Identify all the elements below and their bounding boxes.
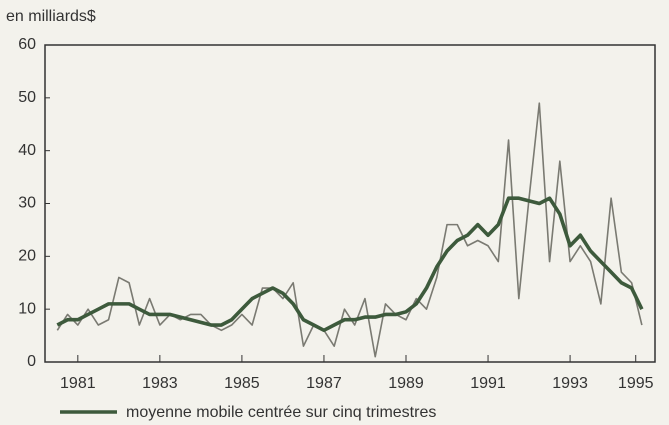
x-tick-label: 1987	[306, 375, 342, 392]
x-tick-label: 1989	[388, 375, 424, 392]
x-tick-label: 1991	[470, 375, 506, 392]
y-axis-label: en milliards$	[6, 8, 96, 25]
y-tick-label: 50	[18, 89, 36, 106]
y-tick-label: 20	[18, 248, 36, 265]
x-tick-label: 1985	[224, 375, 260, 392]
x-tick-label: 1981	[60, 375, 96, 392]
line-series	[56, 196, 644, 333]
x-tick-label: 1995	[618, 375, 654, 392]
y-tick-label: 40	[18, 142, 36, 159]
y-tick-label: 60	[18, 36, 36, 53]
y-tick-label: 10	[18, 300, 36, 317]
y-tick-label: 0	[27, 353, 36, 370]
legend-label: moyenne mobile centrée sur cinq trimestr…	[126, 404, 436, 421]
x-tick-label: 1993	[552, 375, 588, 392]
line-series	[56, 102, 643, 358]
y-tick-label: 30	[18, 195, 36, 212]
x-tick-label: 1983	[142, 375, 178, 392]
